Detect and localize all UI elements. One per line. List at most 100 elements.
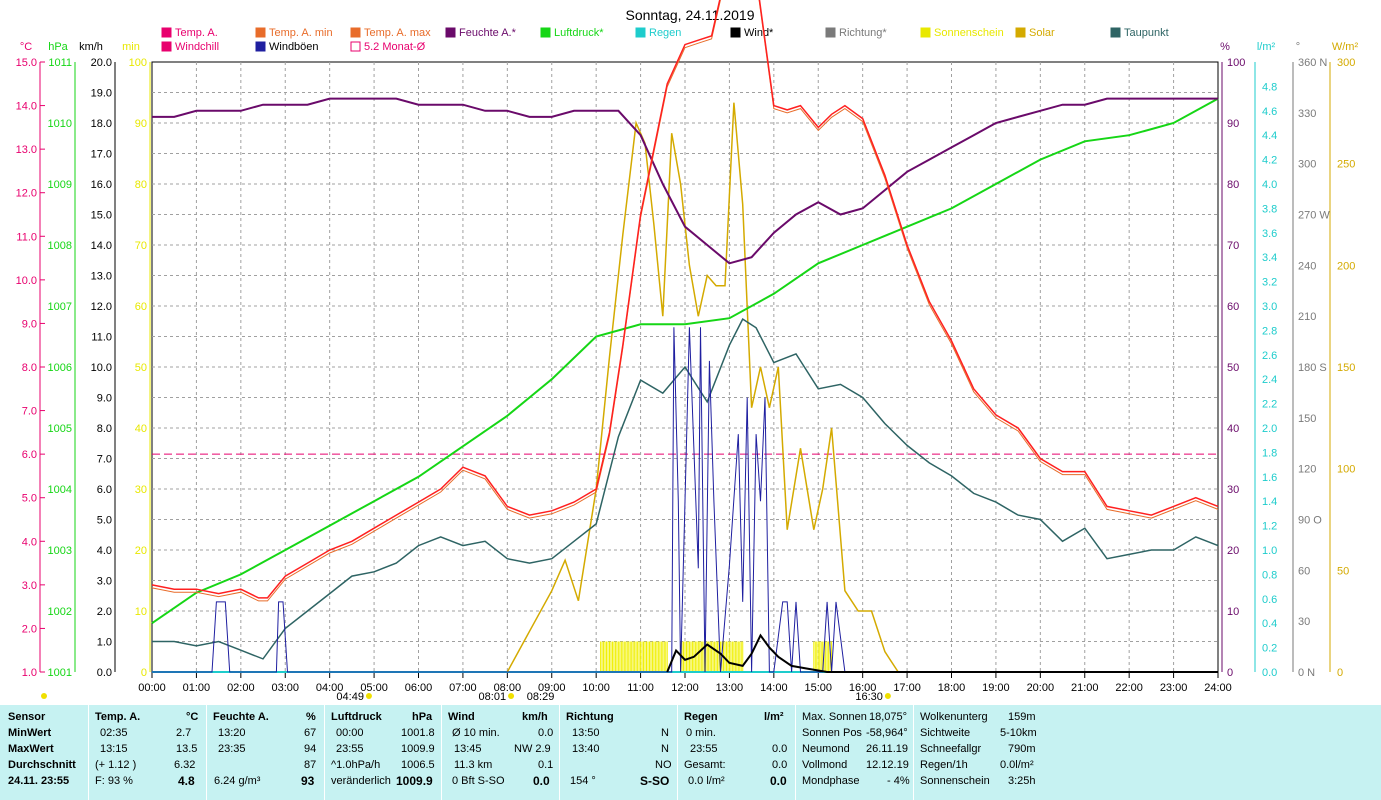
- extra-value-visibility: 5-10km: [1000, 727, 1037, 739]
- dir-avg-value: NO: [655, 759, 672, 771]
- legend-label: Temp. A.: [175, 27, 218, 39]
- series-line-wind: [666, 633, 1218, 673]
- humidity-tick-label: 30: [1227, 484, 1239, 496]
- series-line-temp-min: [151, 0, 1219, 602]
- rain-tick-label: 4.2: [1262, 155, 1277, 167]
- humidity-tick-label: 60: [1227, 301, 1239, 313]
- rain-tick-label: 1.0: [1262, 545, 1277, 557]
- sunshine-tick-label: 90: [135, 118, 147, 130]
- astro-label-full-moon: Vollmond: [802, 759, 848, 771]
- legend-label: Solar: [1029, 27, 1055, 39]
- weather-chart: Sonntag, 24.11.2019 Temp. A. Windchill Tem…: [16, 0, 1359, 703]
- sunshine-tick-label: 60: [135, 301, 147, 313]
- temp-tick-label: 7.0: [22, 406, 37, 418]
- hum-min-time: 13:20: [218, 727, 246, 739]
- legend-swatch: [161, 27, 172, 38]
- rain-tick-label: 4.6: [1262, 106, 1277, 118]
- hum-now-absolute: 6.24 g/m³: [214, 775, 261, 787]
- wind-tick-label: 5.0: [97, 515, 112, 527]
- temp-max-time: 13:15: [100, 743, 128, 755]
- pressure-tick-label: 1004: [48, 484, 72, 496]
- legend-swatch: [350, 27, 361, 38]
- time-tick-label: 20:00: [1027, 682, 1055, 694]
- time-tick-label: 00:00: [138, 682, 166, 694]
- wind-avg10-label: Ø 10 min.: [452, 727, 500, 739]
- hum-now-value: 93: [301, 774, 315, 788]
- wind-now-beaufort: 0 Bft S-SO: [452, 775, 505, 787]
- stats-unit-temp: °C: [186, 711, 199, 723]
- sun-moon-events: 08:29 04:49 08:01 16:30: [41, 691, 891, 703]
- rain-tick-label: 1.6: [1262, 472, 1277, 484]
- stats-unit-rain: l/m²: [764, 711, 784, 723]
- temp-min-time: 02:35: [100, 727, 128, 739]
- legend-swatch: [161, 41, 172, 52]
- rain-tick-label: 0.8: [1262, 569, 1277, 581]
- stats-unit-wind: km/h: [522, 711, 548, 723]
- press-min-value: 1001.8: [401, 727, 435, 739]
- rain-tick-label: 2.0: [1262, 423, 1277, 435]
- legend-label: Taupunkt: [1124, 27, 1169, 39]
- statistics-panel: Sensor MinWert MaxWert Durchschnitt 24.1…: [0, 705, 1381, 800]
- axis-unit-wind: km/h: [79, 41, 103, 53]
- astro-value-sun-pos: -58,964°: [866, 727, 908, 739]
- legend-label: Windchill: [175, 41, 219, 53]
- extra-label-snowline: Schneefallgr: [920, 743, 982, 755]
- legend-label: 5.2 Monat-Ø: [364, 41, 426, 53]
- legend-swatch: [255, 27, 266, 38]
- chart-title: Sonntag, 24.11.2019: [626, 7, 755, 23]
- temp-avg-value: 6.32: [174, 759, 196, 771]
- solar-tick-label: 50: [1337, 565, 1349, 577]
- stats-unit-humidity: %: [306, 711, 316, 723]
- time-tick-label: 21:00: [1071, 682, 1099, 694]
- time-tick-label: 18:00: [938, 682, 966, 694]
- pressure-tick-label: 1009: [48, 179, 72, 191]
- solar-tick-label: 200: [1337, 260, 1355, 272]
- rain-tick-label: 1.2: [1262, 521, 1277, 533]
- solar-tick-label: 150: [1337, 362, 1355, 374]
- rain-total-value: 0.0: [772, 759, 788, 771]
- axis-unit-direction: °: [1296, 41, 1300, 53]
- wind-tick-label: 2.0: [97, 606, 112, 618]
- extra-value-cloud-base: 159m: [1008, 711, 1036, 723]
- temp-tick-label: 8.0: [22, 362, 37, 374]
- direction-tick-label: 120: [1298, 464, 1316, 476]
- extra-label-cloud-base: Wolkenunterg: [920, 711, 988, 723]
- legend-swatch: [920, 27, 931, 38]
- wind-tick-label: 4.0: [97, 545, 112, 557]
- axis-unit-temp: °C: [20, 41, 32, 53]
- axis-unit-solar: W/m²: [1332, 41, 1359, 53]
- wind-tick-label: 7.0: [97, 454, 112, 466]
- astro-value-full-moon: 12.12.19: [866, 759, 909, 771]
- temp-tick-label: 14.0: [16, 101, 37, 113]
- rain-tick-label: 2.4: [1262, 374, 1277, 386]
- stats-header-wind: Wind: [448, 711, 475, 723]
- legend-swatch: [825, 27, 836, 38]
- hum-max-value: 94: [304, 743, 317, 755]
- series-line-temperature: [151, 0, 1219, 599]
- legend-label: Wind*: [744, 27, 774, 39]
- solar-tick-label: 0: [1337, 667, 1343, 679]
- legend-label: Temp. A. min: [269, 27, 333, 39]
- pressure-tick-label: 1001: [48, 667, 72, 679]
- humidity-tick-label: 10: [1227, 606, 1239, 618]
- dir-min-time: 13:50: [572, 727, 600, 739]
- rain-tick-label: 3.4: [1262, 252, 1277, 264]
- solar-tick-label: 250: [1337, 159, 1355, 171]
- legend-swatch: [635, 27, 646, 38]
- series-line-pressure: [151, 97, 1219, 625]
- rain-tick-label: 0.2: [1262, 643, 1277, 655]
- humidity-tick-label: 40: [1227, 423, 1239, 435]
- temp-tick-label: 4.0: [22, 536, 37, 548]
- series-line-solar: [506, 102, 899, 673]
- temp-tick-label: 10.0: [16, 275, 37, 287]
- direction-tick-label: 60: [1298, 565, 1310, 577]
- temp-avg-trend: (+ 1.12 ): [95, 759, 137, 771]
- rain-max-value: 0.0: [772, 743, 788, 755]
- time-tick-label: 05:00: [360, 682, 388, 694]
- stats-header-humidity: Feuchte A.: [213, 711, 269, 723]
- axis-unit-rain: l/m²: [1257, 41, 1276, 53]
- rain-tick-label: 2.6: [1262, 350, 1277, 362]
- direction-tick-label: 150: [1298, 413, 1316, 425]
- time-tick-label: 23:00: [1160, 682, 1188, 694]
- extra-label-sunshine: Sonnenschein: [920, 775, 990, 787]
